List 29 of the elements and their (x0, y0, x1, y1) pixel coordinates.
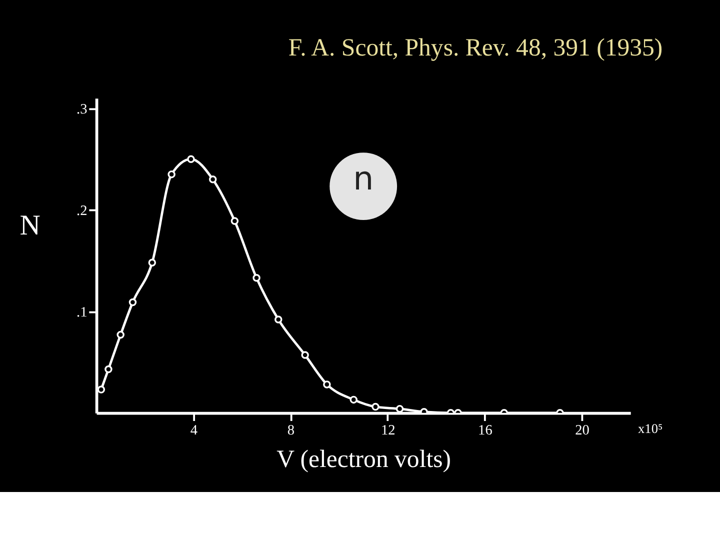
point (148, 258, 156, 267)
point (323, 380, 331, 388)
point (230, 217, 239, 225)
y-tick-label: .2 (76, 203, 88, 220)
x-tick-label: 16 (478, 422, 492, 438)
point (168, 170, 176, 178)
chart-title: F. A. Scott, Phys. Rev. 48, 391 (1935) (288, 34, 663, 62)
x-tick-label: 8 (287, 422, 295, 438)
point (301, 351, 309, 359)
x-tick-label: 4 (190, 422, 198, 438)
point (274, 316, 282, 324)
point (187, 155, 195, 163)
x-tick-label: 20 (575, 422, 590, 438)
text: x10⁵ (638, 420, 663, 436)
point (252, 274, 260, 282)
point (208, 176, 217, 184)
x-tick-label: 12 (380, 422, 396, 438)
point (128, 298, 137, 306)
y-tick-label: .3 (76, 102, 88, 118)
y-tick-label: .1 (76, 304, 88, 321)
point (372, 402, 380, 411)
y-axis-title: N (20, 210, 40, 242)
x-axis-title: V (electron volts) (276, 446, 451, 473)
point (116, 330, 124, 339)
annotation: n (353, 160, 374, 198)
point (350, 396, 358, 404)
point (104, 365, 112, 374)
point (97, 386, 106, 394)
point (396, 404, 404, 413)
